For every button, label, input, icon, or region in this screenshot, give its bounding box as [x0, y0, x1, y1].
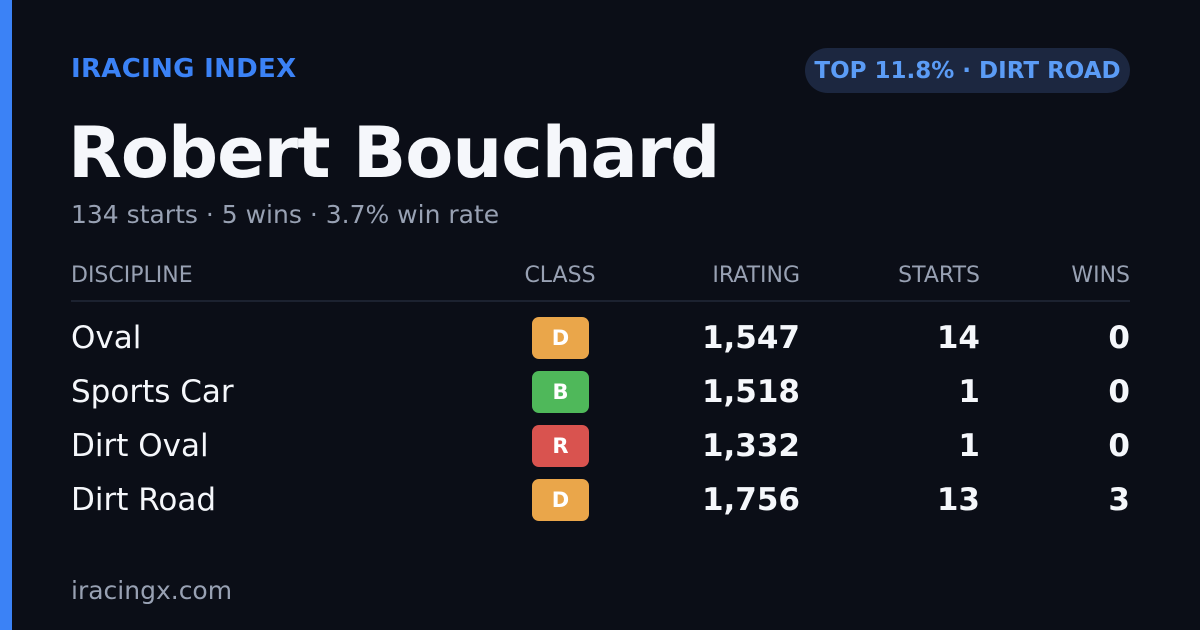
wins: 3 — [1108, 482, 1130, 518]
driver-name: Robert Bouchard — [68, 112, 720, 194]
class-badge: R — [532, 425, 589, 467]
wins: 0 — [1108, 428, 1130, 464]
summary: 134 starts · 5 wins · 3.7% win rate — [71, 200, 500, 229]
column-header: DISCIPLINE — [71, 263, 193, 288]
rank-badge: TOP 11.8% · DIRT ROAD — [805, 48, 1130, 93]
starts: 1 — [958, 428, 980, 464]
class-badge: D — [532, 317, 589, 359]
discipline: Sports Car — [71, 374, 234, 410]
header-rule — [71, 300, 1130, 302]
irating: 1,756 — [701, 482, 800, 518]
class-badge: D — [532, 479, 589, 521]
wins: 0 — [1108, 374, 1130, 410]
starts: 14 — [936, 320, 980, 356]
column-header: CLASS — [524, 263, 596, 288]
class-badge: B — [532, 371, 589, 413]
irating: 1,547 — [701, 320, 800, 356]
irating: 1,518 — [701, 374, 800, 410]
starts: 1 — [958, 374, 980, 410]
accent-bar — [0, 0, 12, 630]
discipline: Dirt Oval — [71, 428, 209, 464]
irating: 1,332 — [701, 428, 800, 464]
discipline: Oval — [71, 320, 142, 356]
wins: 0 — [1108, 320, 1130, 356]
brand: IRACING INDEX — [71, 54, 297, 84]
column-header: WINS — [1071, 263, 1130, 288]
footer-link[interactable]: iracingx.com — [71, 576, 233, 605]
column-header: STARTS — [898, 263, 980, 288]
discipline: Dirt Road — [71, 482, 217, 518]
column-header: IRATING — [712, 263, 800, 288]
starts: 13 — [936, 482, 980, 518]
